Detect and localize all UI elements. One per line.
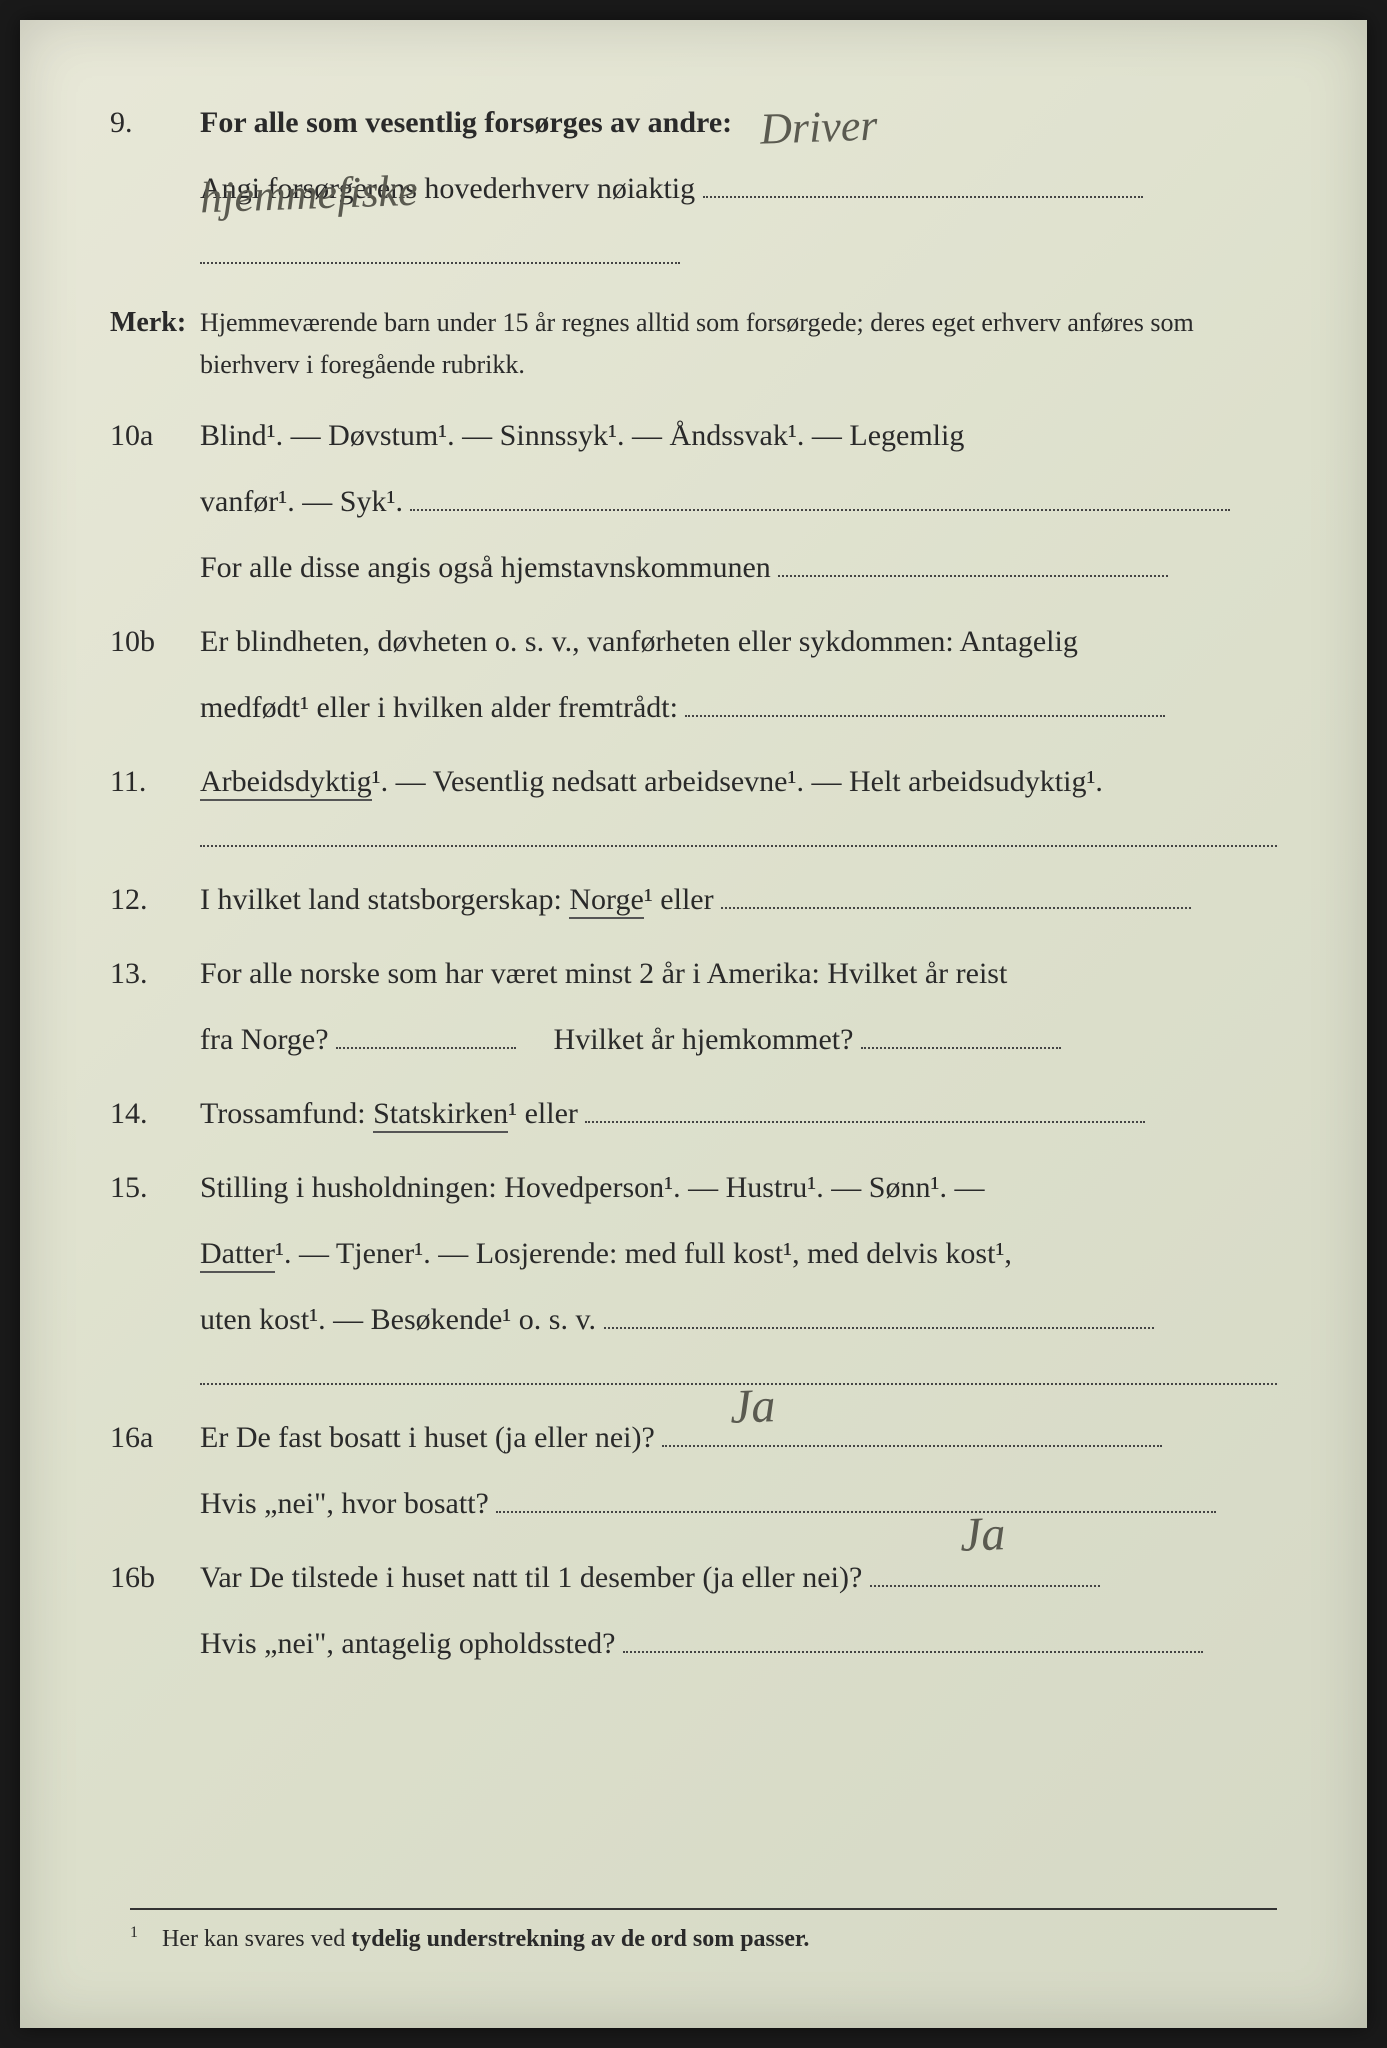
document-page: 9. For alle som vesentlig forsørges av a… [20, 20, 1367, 2028]
q14-row: 14. Trossamfund: Statskirken¹ eller [110, 1081, 1277, 1147]
handwritten-4: Ja [959, 1504, 1061, 1562]
q13-line1: For alle norske som har været minst 2 år… [200, 957, 1007, 990]
handwritten-3: Ja [729, 1376, 831, 1434]
q13-number: 13. [110, 945, 200, 1002]
q12-fill [721, 879, 1191, 909]
q12-text: I hvilket land statsborgerskap: [200, 883, 569, 916]
merk-text: Hjemmeværende barn under 15 år regnes al… [200, 302, 1277, 385]
q16b-content: Var De tilstede i huset natt til 1 desem… [200, 1545, 1277, 1677]
q12-row: 12. I hvilket land statsborgerskap: Norg… [110, 867, 1277, 933]
q10a-fill1 [410, 481, 1230, 511]
q11-content: Arbeidsdyktig¹. — Vesentlig nedsatt arbe… [200, 749, 1277, 815]
q11-row: 11. Arbeidsdyktig¹. — Vesentlig nedsatt … [110, 749, 1277, 815]
footnote-mark: 1 [130, 1924, 138, 1941]
q14-content: Trossamfund: Statskirken¹ eller [200, 1081, 1277, 1147]
q9-fill1 [703, 168, 1143, 198]
q10b-row: 10b Er blindheten, døvheten o. s. v., va… [110, 609, 1277, 741]
q11-rest: ¹. — Vesentlig nedsatt arbeidsevne¹. — H… [372, 765, 1103, 798]
q13-fill1 [336, 1019, 516, 1049]
q14-fill [585, 1093, 1145, 1123]
q12-opt: Norge [569, 883, 643, 919]
merk-row: Merk: Hjemmeværende barn under 15 år reg… [110, 296, 1277, 385]
q15-number: 15. [110, 1159, 200, 1216]
q16a-line1: Er De fast bosatt i huset (ja eller nei)… [200, 1421, 655, 1454]
q16b-line2: Hvis „nei", antagelig opholdssted? [200, 1627, 616, 1660]
q15-line2b: ¹. — Tjener¹. — Losjerende: med full kos… [275, 1237, 1012, 1270]
q11-opt1: Arbeidsdyktig [200, 765, 372, 801]
q10a-line1: Blind¹. — Døvstum¹. — Sinnssyk¹. — Åndss… [200, 419, 964, 452]
q10b-content: Er blindheten, døvheten o. s. v., vanfør… [200, 609, 1277, 741]
q15-content: Stilling i husholdningen: Hovedperson¹. … [200, 1155, 1277, 1353]
q15-row: 15. Stilling i husholdningen: Hovedperso… [110, 1155, 1277, 1353]
q12-number: 12. [110, 871, 200, 928]
q10a-fill2 [778, 547, 1168, 577]
q16b-fill2 [623, 1623, 1203, 1653]
q10b-line1: Er blindheten, døvheten o. s. v., vanfør… [200, 625, 1078, 658]
q10a-content: Blind¹. — Døvstum¹. — Sinnssyk¹. — Åndss… [200, 403, 1277, 601]
q10b-fill [685, 687, 1165, 717]
q13-line2a: fra Norge? [200, 1023, 329, 1056]
q16b-number: 16b [110, 1549, 200, 1606]
q15-line1: Stilling i husholdningen: Hovedperson¹. … [200, 1171, 984, 1204]
q12-content: I hvilket land statsborgerskap: Norge¹ e… [200, 867, 1277, 933]
q9-number: 9. [110, 94, 200, 151]
q16a-number: 16a [110, 1409, 200, 1466]
q10a-row: 10a Blind¹. — Døvstum¹. — Sinnssyk¹. — Å… [110, 403, 1277, 601]
q13-line2b: Hvilket år hjemkommet? [554, 1023, 854, 1056]
q16a-row: 16a Er De fast bosatt i huset (ja eller … [110, 1405, 1277, 1537]
q9-title: For alle som vesentlig forsørges av andr… [200, 106, 732, 139]
q14-opt: Statskirken [373, 1097, 508, 1133]
q15-fill [604, 1299, 1154, 1329]
q10b-line2: medfødt¹ eller i hvilken alder fremtrådt… [200, 691, 678, 724]
q16a-line2: Hvis „nei", hvor bosatt? [200, 1487, 489, 1520]
q10a-number: 10a [110, 407, 200, 464]
q16a-fill2 [496, 1483, 1216, 1513]
q15-datter: Datter [200, 1237, 275, 1273]
q11-number: 11. [110, 753, 200, 810]
q10a-line2: vanfør¹. — Syk¹. [200, 485, 403, 518]
footnote-text-b: tydelig understrekning av de ord som pas… [351, 1926, 809, 1952]
footnote: 1 Her kan svares ved tydelig understrekn… [130, 1908, 1277, 1953]
q13-content: For alle norske som har været minst 2 år… [200, 941, 1277, 1073]
q15-line3: uten kost¹. — Besøkende¹ o. s. v. [200, 1303, 596, 1336]
q16b-line1: Var De tilstede i huset natt til 1 desem… [200, 1561, 862, 1594]
divider-1 [200, 845, 1277, 847]
q12-rest: ¹ eller [644, 883, 714, 916]
q10b-number: 10b [110, 613, 200, 670]
q13-row: 13. For alle norske som har været minst … [110, 941, 1277, 1073]
q14-rest: ¹ eller [508, 1097, 578, 1130]
q16b-row: 16b Var De tilstede i huset natt til 1 d… [110, 1545, 1277, 1677]
q9-fill2 [200, 234, 680, 264]
q13-fill2 [861, 1019, 1061, 1049]
q14-text: Trossamfund: [200, 1097, 373, 1130]
footnote-text-a: Her kan svares ved [162, 1926, 351, 1952]
q10a-line3: For alle disse angis også hjemstavnskomm… [200, 551, 771, 584]
merk-label: Merk: [110, 296, 200, 349]
q14-number: 14. [110, 1085, 200, 1142]
